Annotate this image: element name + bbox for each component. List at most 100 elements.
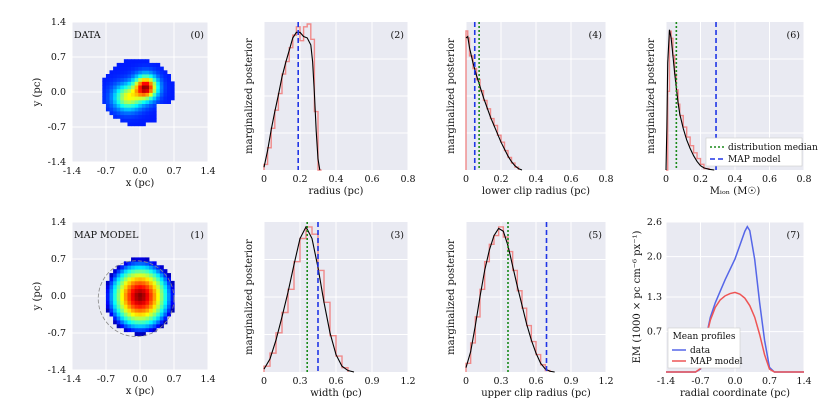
p7-ytick-label: 0.7	[647, 327, 662, 338]
p1-pixel	[149, 276, 154, 282]
p1-pixel	[141, 292, 146, 297]
p0-panel-label: (0)	[191, 30, 204, 41]
p1-pixel	[123, 284, 128, 290]
p1-pixel	[141, 327, 146, 333]
p1-pixel	[138, 269, 143, 274]
p1-pixel	[131, 300, 136, 305]
p1-pixel	[167, 308, 171, 313]
p1-pixel	[138, 257, 143, 262]
p0-pixel	[134, 99, 139, 104]
p1-pixel	[167, 284, 171, 290]
p1-pixel	[131, 327, 136, 333]
p1-ytick-label: 0.0	[51, 291, 66, 302]
p0-pixel	[123, 62, 128, 67]
p1-pixel	[170, 288, 175, 294]
p1-pixel	[113, 269, 118, 274]
p0-pixel	[123, 92, 128, 97]
p0-pixel	[156, 74, 161, 79]
p1-pixel	[152, 261, 157, 266]
p0-pixel	[145, 118, 150, 123]
p1-title: MAP MODEL	[74, 230, 139, 241]
p1-pixel	[167, 273, 171, 278]
p1-pixel	[159, 288, 164, 294]
p0-pixel	[120, 107, 125, 112]
p0-pixel	[109, 99, 114, 104]
p7-xtick-label: -1.4	[657, 376, 675, 387]
p1-pixel	[127, 304, 132, 309]
p1-pixel	[120, 269, 125, 274]
p1-pixel	[156, 269, 161, 274]
p1-pixel	[152, 323, 157, 329]
p1-pixel	[159, 280, 164, 286]
p1-pixel	[152, 319, 157, 325]
p1-pixel	[152, 265, 157, 270]
p0-pixel	[170, 92, 175, 97]
p0-pixel	[116, 103, 121, 108]
p0-pixel	[127, 70, 132, 75]
p0-pixel	[141, 99, 146, 104]
p0-pixel	[105, 88, 110, 93]
p4-xtick-label: 0	[463, 174, 469, 185]
p1-pixel	[163, 316, 168, 321]
p1-pixel	[141, 304, 146, 309]
p0-pixel	[145, 66, 150, 71]
p1-ytick-label: -1.4	[48, 365, 66, 376]
p1-pixel	[105, 308, 110, 313]
p1-pixel	[138, 300, 143, 305]
p1-pixel	[134, 280, 139, 286]
p1-pixel	[163, 304, 168, 309]
p0-pixel	[134, 59, 139, 64]
p1-pixel	[116, 288, 121, 294]
p1-pixel	[123, 296, 128, 301]
p0-pixel	[105, 85, 110, 90]
p0-pixel	[141, 96, 146, 101]
p0-pixel	[167, 99, 171, 104]
p0-pixel	[141, 62, 146, 67]
p0-pixel	[116, 66, 121, 71]
p1-pixel	[134, 312, 139, 317]
p1-pixel	[109, 312, 114, 317]
p0-pixel	[120, 81, 125, 86]
p4-kde-curve	[465, 35, 523, 171]
p1-pixel	[149, 316, 154, 321]
p0-pixel	[113, 99, 118, 104]
p0-pixel	[156, 62, 161, 67]
p1-pixel	[152, 304, 157, 309]
p0-pixel	[138, 70, 143, 75]
p1-pixel	[120, 273, 125, 278]
p0-pixel	[141, 66, 146, 71]
p7-ytick-label: 2.6	[647, 217, 662, 228]
p0-pixel	[127, 62, 132, 67]
p0-pixel	[138, 103, 143, 108]
p0-pixel	[163, 70, 168, 75]
p1-pixel	[116, 284, 121, 290]
p0-pixel	[120, 62, 125, 67]
p0-pixel	[113, 107, 118, 112]
p0-pixel	[131, 88, 136, 93]
p0-pixel	[127, 92, 132, 97]
p1-pixel	[116, 308, 121, 313]
p0-pixel	[127, 114, 132, 119]
p0-pixel	[131, 70, 136, 75]
p1-pixel	[116, 269, 121, 274]
p1-ytick-label: -0.7	[48, 328, 66, 339]
p0-pixel	[123, 70, 128, 75]
p1-pixel	[120, 323, 125, 329]
p1-ylabel: y (pc)	[32, 282, 43, 312]
p1-pixel	[134, 296, 139, 301]
p1-pixel	[131, 323, 136, 329]
p1-pixel	[149, 319, 154, 325]
p1-pixel	[134, 261, 139, 266]
p1-pixel	[163, 276, 168, 282]
p1-pixel	[159, 316, 164, 321]
p0-pixel	[141, 118, 146, 123]
p0-pixel	[152, 111, 157, 116]
p1-pixel	[109, 292, 114, 297]
p0-pixel	[152, 118, 157, 123]
p1-pixel	[127, 292, 132, 297]
p0-pixel	[170, 85, 175, 90]
p0-ytick-label: 1.4	[51, 17, 66, 28]
p1-pixel	[138, 265, 143, 270]
p0-pixel	[167, 96, 171, 101]
